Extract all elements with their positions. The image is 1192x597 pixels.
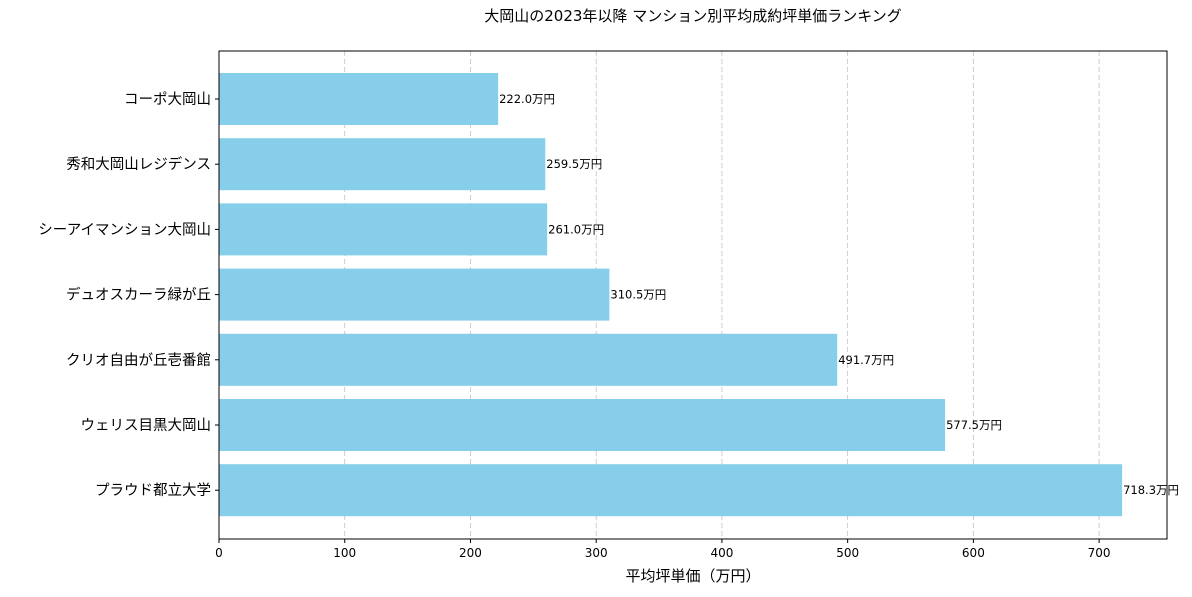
y-tick-label: 秀和大岡山レジデンス <box>66 155 211 173</box>
y-tick-label: デュオスカーラ緑が丘 <box>66 286 211 304</box>
y-tick-label: コーポ大岡山 <box>124 91 211 108</box>
x-tick-label: 500 <box>836 546 859 560</box>
bar <box>219 464 1123 517</box>
y-tick-label: クリオ自由が丘壱番館 <box>66 352 211 369</box>
x-tick-label: 300 <box>585 546 608 560</box>
y-tick-label: プラウド都立大学 <box>95 482 211 499</box>
data-label: 222.0万円 <box>499 92 555 106</box>
data-label: 259.5万円 <box>546 157 602 171</box>
x-tick-label: 600 <box>962 546 985 560</box>
bar <box>219 333 838 386</box>
x-axis-label: 平均坪単価（万円） <box>625 567 760 585</box>
x-tick-label: 400 <box>710 546 733 560</box>
data-label: 261.0万円 <box>548 222 604 236</box>
bar <box>219 138 546 191</box>
y-tick-label: シーアイマンション大岡山 <box>38 221 211 238</box>
data-label: 491.7万円 <box>838 353 894 367</box>
x-tick-label: 100 <box>333 546 356 560</box>
data-label: 718.3万円 <box>1123 483 1179 497</box>
data-label: 310.5万円 <box>610 288 666 302</box>
chart-title: 大岡山の2023年以降 マンション別平均成約坪単価ランキング <box>484 7 902 25</box>
x-tick-label: 200 <box>459 546 482 560</box>
y-tick-label: ウェリス目黒大岡山 <box>81 417 212 434</box>
bar <box>219 203 548 256</box>
bar <box>219 73 499 125</box>
bar <box>219 399 946 451</box>
x-tick-label: 0 <box>215 546 223 560</box>
x-tick-label: 700 <box>1088 546 1111 560</box>
bar <box>219 268 610 321</box>
data-label: 577.5万円 <box>946 418 1002 432</box>
